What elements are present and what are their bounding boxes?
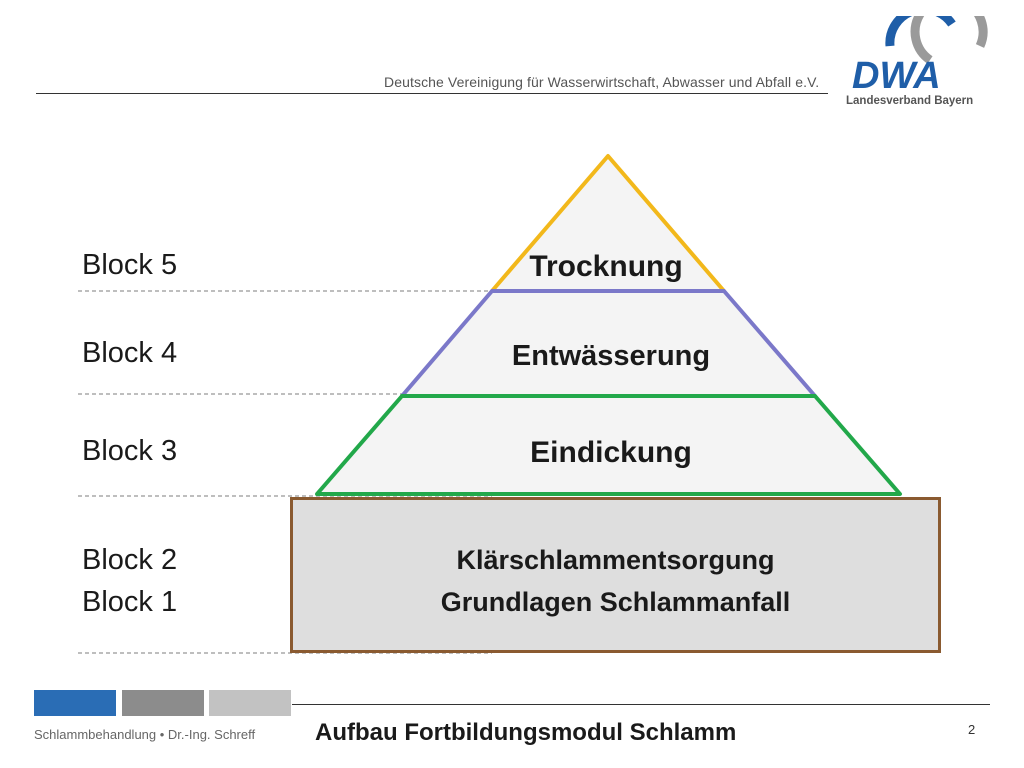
- tier-label-trocknung: Trocknung: [529, 250, 683, 283]
- base-label-line-1: Klärschlammentsorgung: [456, 545, 775, 575]
- block-label-5: Block 5: [82, 249, 178, 281]
- base-label-line-2: Grundlagen Schlammanfall: [440, 587, 791, 617]
- footer-bar-blue: [34, 690, 116, 716]
- logo-subtitle: Landesverband Bayern: [846, 95, 973, 107]
- logo-arc-blue: [885, 16, 956, 47]
- block-label-1: Block 1: [82, 586, 178, 618]
- footer-bar-light-gray: [209, 690, 291, 716]
- footer-divider: [292, 704, 990, 705]
- logo-arc-gray: [910, 16, 988, 64]
- block-label-2: Block 2: [82, 544, 178, 576]
- page-number: 2: [968, 722, 976, 737]
- dwa-logo: DWA Landesverband Bayern: [846, 16, 988, 107]
- tier-label-entwaesserung: Entwässerung: [511, 340, 711, 372]
- header-divider: [36, 93, 828, 94]
- logo-text: DWA: [852, 55, 941, 97]
- pyramid-tier-eindickung: [315, 394, 902, 496]
- tier-label-eindickung: Eindickung: [530, 436, 692, 469]
- organization-name: Deutsche Vereinigung für Wasserwirtschaf…: [384, 74, 820, 90]
- footer-author: Schlammbehandlung • Dr.-Ing. Schreff: [34, 727, 256, 742]
- block-label-4: Block 4: [82, 337, 178, 369]
- slide-title: Aufbau Fortbildungsmodul Schlamm: [315, 719, 737, 746]
- block-label-3: Block 3: [82, 435, 178, 467]
- pyramid-base-box: [290, 497, 941, 653]
- footer-bar-gray: [122, 690, 204, 716]
